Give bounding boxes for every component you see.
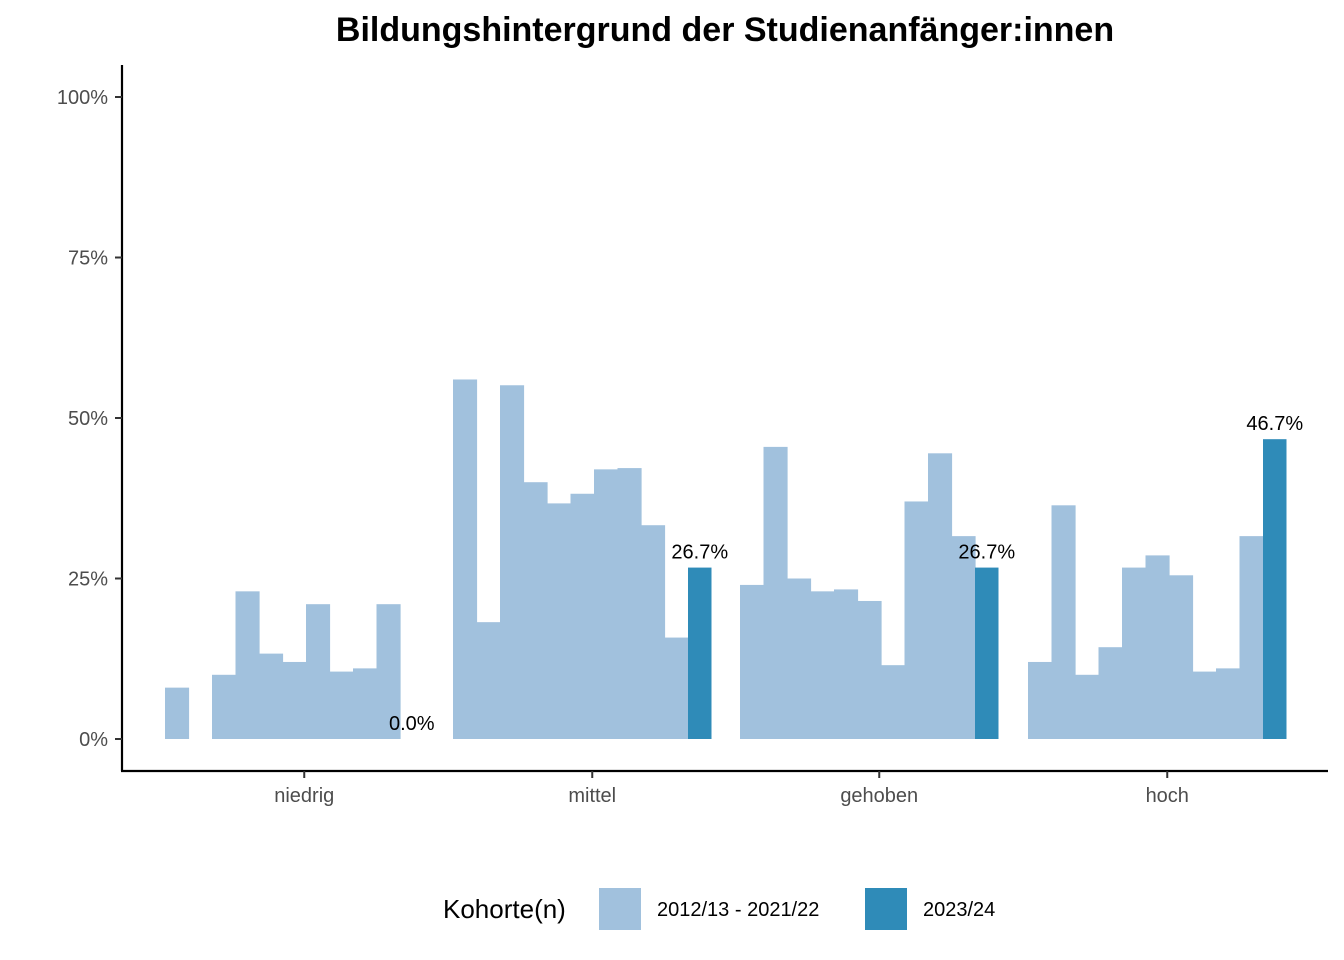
bar-history-niedrig-6 — [282, 661, 307, 739]
chart-title: Bildungshintergrund der Studienanfänger:… — [336, 11, 1114, 49]
y-tick-label: 100% — [57, 87, 108, 109]
bar-history-gehoben-7 — [881, 665, 906, 739]
bars-layer — [165, 379, 1287, 739]
bar-history-mittel-9 — [641, 525, 666, 739]
legend-swatch-1 — [599, 888, 641, 930]
data-label-gehoben: 26.7% — [958, 542, 1015, 564]
bar-history-niedrig-7 — [306, 604, 331, 739]
bar-history-hoch-9 — [1216, 668, 1241, 739]
x-tick-label-niedrig: niedrig — [274, 785, 334, 807]
bar-history-hoch-10 — [1239, 536, 1264, 739]
bar-history-gehoben-1 — [740, 584, 765, 739]
bar-history-gehoben-5 — [834, 589, 859, 739]
bar-history-hoch-8 — [1192, 671, 1217, 739]
bar-history-niedrig-1 — [165, 687, 190, 739]
x-tick-label-gehoben: gehoben — [840, 785, 918, 807]
bar-current-mittel — [688, 567, 712, 739]
bar-history-gehoben-2 — [763, 446, 788, 739]
data-label-hoch: 46.7% — [1246, 413, 1303, 435]
legend-swatch-2 — [865, 888, 907, 930]
bar-history-mittel-4 — [523, 482, 548, 739]
legend-label-1: 2012/13 - 2021/22 — [657, 899, 819, 921]
axes-layer: 0% 25% 50% 75% 100% niedrig mittel gehoben hoch — [57, 65, 1328, 807]
bar-history-niedrig-10 — [376, 604, 401, 739]
legend-title: Kohorte(n) — [443, 894, 566, 924]
legend: Kohorte(n) 2012/13 - 2021/22 2023/24 — [443, 888, 995, 930]
bar-history-gehoben-8 — [904, 501, 929, 739]
bar-history-gehoben-3 — [787, 578, 812, 739]
bar-current-gehoben — [975, 567, 999, 739]
bar-history-niedrig-9 — [353, 668, 378, 739]
bar-current-hoch — [1263, 439, 1287, 739]
bar-history-niedrig-5 — [259, 653, 284, 739]
bar-history-mittel-6 — [570, 493, 595, 739]
bar-history-hoch-2 — [1051, 505, 1076, 739]
bar-history-niedrig-8 — [329, 671, 354, 739]
bar-history-gehoben-9 — [928, 453, 953, 739]
bar-history-mittel-2 — [476, 622, 501, 739]
y-tick-label: 0% — [79, 729, 108, 751]
bar-history-hoch-3 — [1075, 674, 1100, 739]
y-tick-label: 50% — [68, 408, 108, 430]
x-tick-label-hoch: hoch — [1146, 785, 1189, 807]
legend-label-2: 2023/24 — [923, 899, 995, 921]
bar-history-hoch-5 — [1122, 567, 1147, 739]
bar-history-niedrig-4 — [235, 591, 260, 739]
bar-history-hoch-6 — [1145, 555, 1170, 739]
bar-history-gehoben-10 — [951, 536, 976, 739]
x-tick-label-mittel: mittel — [568, 785, 616, 807]
y-tick-label: 25% — [68, 569, 108, 591]
bar-history-mittel-8 — [617, 468, 642, 739]
bar-history-mittel-5 — [547, 503, 572, 739]
data-label-niedrig: 0.0% — [389, 713, 435, 735]
bar-history-gehoben-4 — [810, 591, 835, 739]
data-label-mittel: 26.7% — [671, 542, 728, 564]
y-tick-label: 75% — [68, 248, 108, 270]
bar-history-hoch-7 — [1169, 575, 1194, 739]
bar-history-mittel-10 — [664, 637, 689, 739]
data-labels-layer: 0.0% 26.7% 26.7% 46.7% — [389, 413, 1303, 735]
bar-history-mittel-3 — [500, 385, 525, 739]
bar-history-niedrig-3 — [212, 674, 237, 739]
bar-history-hoch-1 — [1028, 661, 1053, 739]
bar-history-gehoben-6 — [857, 600, 882, 739]
bar-history-mittel-1 — [453, 379, 478, 739]
bar-history-mittel-7 — [594, 469, 619, 739]
bar-history-hoch-4 — [1098, 647, 1123, 739]
